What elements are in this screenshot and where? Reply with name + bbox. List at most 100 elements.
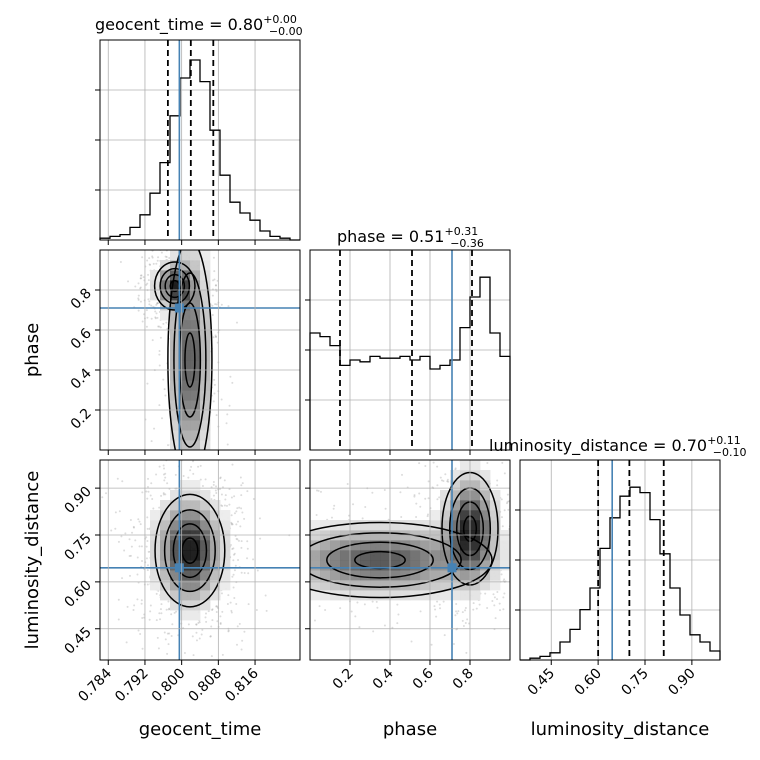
density-cell: [330, 550, 341, 561]
scatter-point: [205, 612, 208, 615]
density-cell: [190, 600, 201, 611]
scatter-point: [487, 406, 489, 408]
scatter-point: [444, 473, 447, 476]
scatter-point: [155, 473, 158, 476]
scatter-point: [150, 440, 153, 443]
scatter-point: [142, 587, 144, 589]
scatter-point: [145, 545, 148, 548]
x-axis-label-geocent_time: geocent_time: [139, 719, 262, 740]
scatter-point: [207, 468, 209, 470]
scatter-point: [213, 453, 215, 455]
scatter-point: [361, 517, 364, 520]
density-cell: [450, 570, 461, 581]
scatter-point: [229, 375, 232, 378]
density-cell: [190, 510, 201, 521]
scatter-point: [240, 494, 243, 497]
scatter-point: [415, 515, 418, 518]
y-tick-label: 0.60: [61, 577, 94, 610]
scatter-point: [243, 517, 246, 520]
scatter-point: [515, 507, 517, 509]
density-cell: [450, 490, 461, 501]
density-cell: [150, 580, 161, 591]
scatter-point: [255, 538, 257, 540]
density-cell: [410, 550, 421, 561]
scatter-point: [318, 605, 321, 608]
density-cell: [390, 550, 401, 561]
density-cell: [210, 500, 221, 511]
scatter-point: [190, 166, 192, 168]
x-tick-label: 0.2: [330, 666, 357, 693]
scatter-point: [513, 589, 515, 591]
scatter-point: [165, 255, 168, 258]
density-cell: [490, 560, 501, 571]
scatter-point: [229, 605, 231, 607]
scatter-point: [211, 608, 214, 611]
scatter-point: [436, 434, 438, 436]
scatter-point: [413, 495, 416, 498]
scatter-point: [162, 322, 165, 325]
scatter-point: [472, 602, 475, 605]
scatter-point: [484, 592, 487, 595]
density-cell: [410, 570, 421, 581]
scatter-point: [279, 557, 281, 559]
density-cell: [330, 580, 341, 591]
scatter-point: [259, 537, 262, 540]
scatter-point: [191, 635, 194, 638]
scatter-point: [375, 600, 378, 603]
scatter-point: [141, 491, 144, 494]
scatter-point: [236, 507, 239, 510]
density-cell: [360, 580, 371, 591]
scatter-point: [503, 578, 506, 581]
scatter-point: [164, 493, 167, 496]
scatter-point: [436, 498, 439, 501]
scatter-point: [154, 500, 156, 502]
y-tick-label: 0.4: [68, 365, 95, 392]
scatter-point: [164, 476, 167, 479]
scatter-point: [245, 606, 247, 608]
scatter-point: [418, 492, 421, 495]
density-cell: [440, 510, 451, 521]
density-cell: [460, 580, 471, 591]
scatter-point: [481, 457, 483, 459]
scatter-point: [163, 479, 166, 482]
scatter-point: [419, 505, 422, 508]
scatter-point: [454, 411, 456, 413]
scatter-point: [165, 321, 168, 324]
scatter-point: [220, 398, 223, 401]
scatter-point: [240, 571, 243, 574]
scatter-point: [121, 480, 124, 483]
scatter-point: [155, 312, 158, 315]
density-cell: [150, 510, 161, 521]
scatter-point: [137, 518, 140, 521]
scatter-point: [438, 603, 441, 606]
scatter-point: [160, 251, 163, 254]
scatter-point: [397, 613, 400, 616]
density-cell: [200, 600, 211, 611]
x-tick-label: 0.45: [525, 666, 558, 699]
density-cell: [310, 520, 321, 531]
density-cell: [340, 570, 351, 581]
truth-marker: [447, 563, 457, 573]
scatter-point: [461, 619, 464, 622]
scatter-point: [231, 523, 234, 526]
scatter-point: [166, 482, 169, 485]
scatter-point: [193, 228, 195, 230]
scatter-point: [151, 256, 154, 259]
density-cell: [200, 590, 211, 601]
histogram-steps-phase: [309, 276, 511, 450]
density-cell: [200, 520, 211, 531]
scatter-point: [237, 558, 240, 561]
density-cell: [190, 420, 201, 431]
scatter-point: [184, 132, 186, 134]
scatter-point: [148, 263, 151, 266]
scatter-point: [371, 491, 374, 494]
density-cell: [400, 540, 411, 551]
scatter-point: [346, 483, 349, 486]
density-cell: [310, 560, 321, 571]
scatter-point: [202, 475, 204, 477]
density-cell: [400, 520, 411, 531]
density-cell: [440, 540, 451, 551]
scatter-point: [442, 600, 445, 603]
scatter-point: [166, 652, 169, 655]
density-cell: [370, 580, 381, 591]
